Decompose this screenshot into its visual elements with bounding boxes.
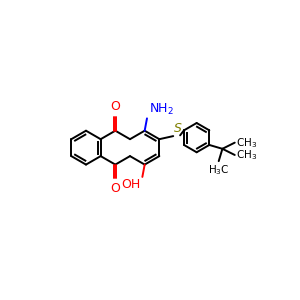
- Text: CH$_3$: CH$_3$: [236, 148, 257, 162]
- Text: S: S: [174, 122, 182, 135]
- Text: CH$_3$: CH$_3$: [236, 136, 257, 149]
- Text: O: O: [110, 100, 120, 113]
- Text: O: O: [110, 182, 120, 195]
- Text: H$_3$C: H$_3$C: [208, 164, 230, 177]
- Text: NH$_2$: NH$_2$: [148, 102, 173, 117]
- Text: OH: OH: [122, 178, 141, 191]
